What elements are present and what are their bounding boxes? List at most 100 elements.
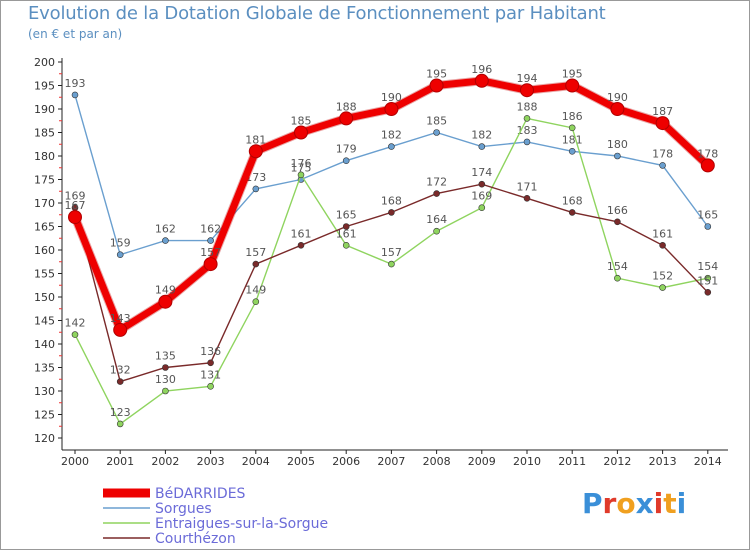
data-point bbox=[116, 420, 124, 428]
data-label: 182 bbox=[471, 129, 492, 142]
data-point bbox=[252, 298, 260, 306]
data-point bbox=[520, 83, 534, 98]
data-point bbox=[523, 138, 531, 146]
data-point bbox=[207, 359, 214, 367]
data-label: 131 bbox=[200, 368, 221, 381]
data-point bbox=[429, 78, 444, 93]
x-tick-label: 2011 bbox=[558, 455, 586, 468]
data-label: 149 bbox=[155, 284, 176, 297]
data-label: 161 bbox=[336, 227, 357, 240]
y-tick-label: 185 bbox=[34, 127, 55, 140]
data-label: 176 bbox=[291, 157, 312, 170]
y-tick-label: 125 bbox=[34, 409, 55, 422]
data-label: 167 bbox=[65, 199, 86, 212]
data-point bbox=[565, 78, 580, 93]
data-point bbox=[203, 257, 218, 272]
data-point bbox=[162, 237, 169, 244]
x-tick-label: 2003 bbox=[197, 455, 225, 468]
data-label: 195 bbox=[426, 68, 447, 81]
data-point bbox=[704, 288, 712, 296]
data-point bbox=[116, 378, 124, 385]
data-label: 154 bbox=[607, 260, 628, 273]
legend-label: BéDARRIDES bbox=[155, 486, 246, 502]
data-label: 196 bbox=[471, 63, 492, 76]
data-point bbox=[568, 124, 576, 132]
y-tick-label: 165 bbox=[34, 221, 55, 234]
data-label: 173 bbox=[245, 171, 266, 184]
data-point bbox=[659, 242, 666, 249]
data-point bbox=[252, 260, 260, 268]
x-tick-label: 2004 bbox=[242, 455, 270, 468]
data-point bbox=[207, 237, 214, 244]
data-point bbox=[478, 143, 486, 150]
data-point bbox=[474, 73, 489, 88]
data-point bbox=[162, 364, 169, 371]
y-tick-label: 195 bbox=[34, 80, 55, 93]
y-tick-label: 135 bbox=[34, 362, 55, 375]
y-tick-label: 140 bbox=[34, 338, 55, 351]
data-point bbox=[433, 190, 440, 197]
x-tick-label: 2000 bbox=[61, 455, 89, 468]
data-point bbox=[342, 157, 350, 164]
data-label: 130 bbox=[155, 373, 176, 386]
data-label: 159 bbox=[110, 237, 131, 250]
data-label: 136 bbox=[200, 345, 221, 358]
data-point bbox=[297, 242, 305, 249]
data-label: 168 bbox=[562, 194, 583, 207]
data-label: 166 bbox=[607, 204, 628, 217]
data-label: 154 bbox=[697, 260, 718, 273]
data-label: 172 bbox=[426, 176, 447, 189]
y-tick-label: 175 bbox=[34, 174, 55, 187]
data-point bbox=[71, 331, 79, 338]
legend-label: Entraigues-sur-la-Sorgue bbox=[155, 516, 328, 532]
data-label: 169 bbox=[65, 190, 86, 203]
data-label: 162 bbox=[200, 223, 221, 236]
data-point bbox=[568, 209, 576, 216]
data-point bbox=[158, 294, 173, 309]
data-label: 174 bbox=[471, 166, 492, 179]
data-point bbox=[384, 102, 399, 116]
x-tick-label: 2013 bbox=[649, 455, 677, 468]
data-label: 168 bbox=[381, 194, 402, 207]
x-tick-label: 2009 bbox=[468, 455, 496, 468]
data-point bbox=[700, 158, 715, 173]
x-tick-label: 2008 bbox=[423, 455, 451, 468]
data-point bbox=[568, 148, 576, 155]
data-point bbox=[614, 218, 621, 226]
data-label: 164 bbox=[426, 213, 447, 226]
data-point bbox=[478, 180, 486, 188]
legend-label: Sorgues bbox=[155, 501, 212, 517]
data-point bbox=[294, 125, 308, 140]
data-point bbox=[704, 223, 712, 230]
data-label: 179 bbox=[336, 143, 357, 156]
data-label: 182 bbox=[381, 129, 402, 142]
data-label: 135 bbox=[155, 350, 176, 363]
data-point bbox=[610, 102, 625, 116]
data-label: 193 bbox=[65, 77, 86, 90]
data-label: 186 bbox=[562, 110, 583, 123]
y-tick-label: 120 bbox=[34, 432, 55, 445]
x-tick-label: 2002 bbox=[151, 455, 179, 468]
data-point bbox=[655, 116, 670, 131]
data-label: 194 bbox=[517, 72, 538, 85]
data-label: 183 bbox=[517, 124, 538, 137]
data-point bbox=[388, 209, 395, 216]
y-tick-label: 150 bbox=[34, 291, 55, 304]
data-label: 161 bbox=[652, 227, 673, 240]
data-point bbox=[252, 185, 260, 193]
data-label: 162 bbox=[155, 223, 176, 236]
data-label: 149 bbox=[245, 284, 266, 297]
data-point bbox=[116, 251, 124, 258]
data-label: 165 bbox=[336, 209, 357, 222]
data-label: 165 bbox=[697, 209, 718, 222]
data-point bbox=[614, 274, 621, 282]
legend-label: Courthézon bbox=[155, 531, 236, 547]
data-point bbox=[478, 204, 486, 211]
data-point bbox=[162, 387, 169, 395]
data-label: 161 bbox=[291, 227, 312, 240]
data-label: 188 bbox=[336, 100, 357, 113]
data-label: 180 bbox=[607, 138, 628, 151]
data-label: 190 bbox=[607, 91, 628, 104]
data-label: 187 bbox=[652, 105, 673, 118]
